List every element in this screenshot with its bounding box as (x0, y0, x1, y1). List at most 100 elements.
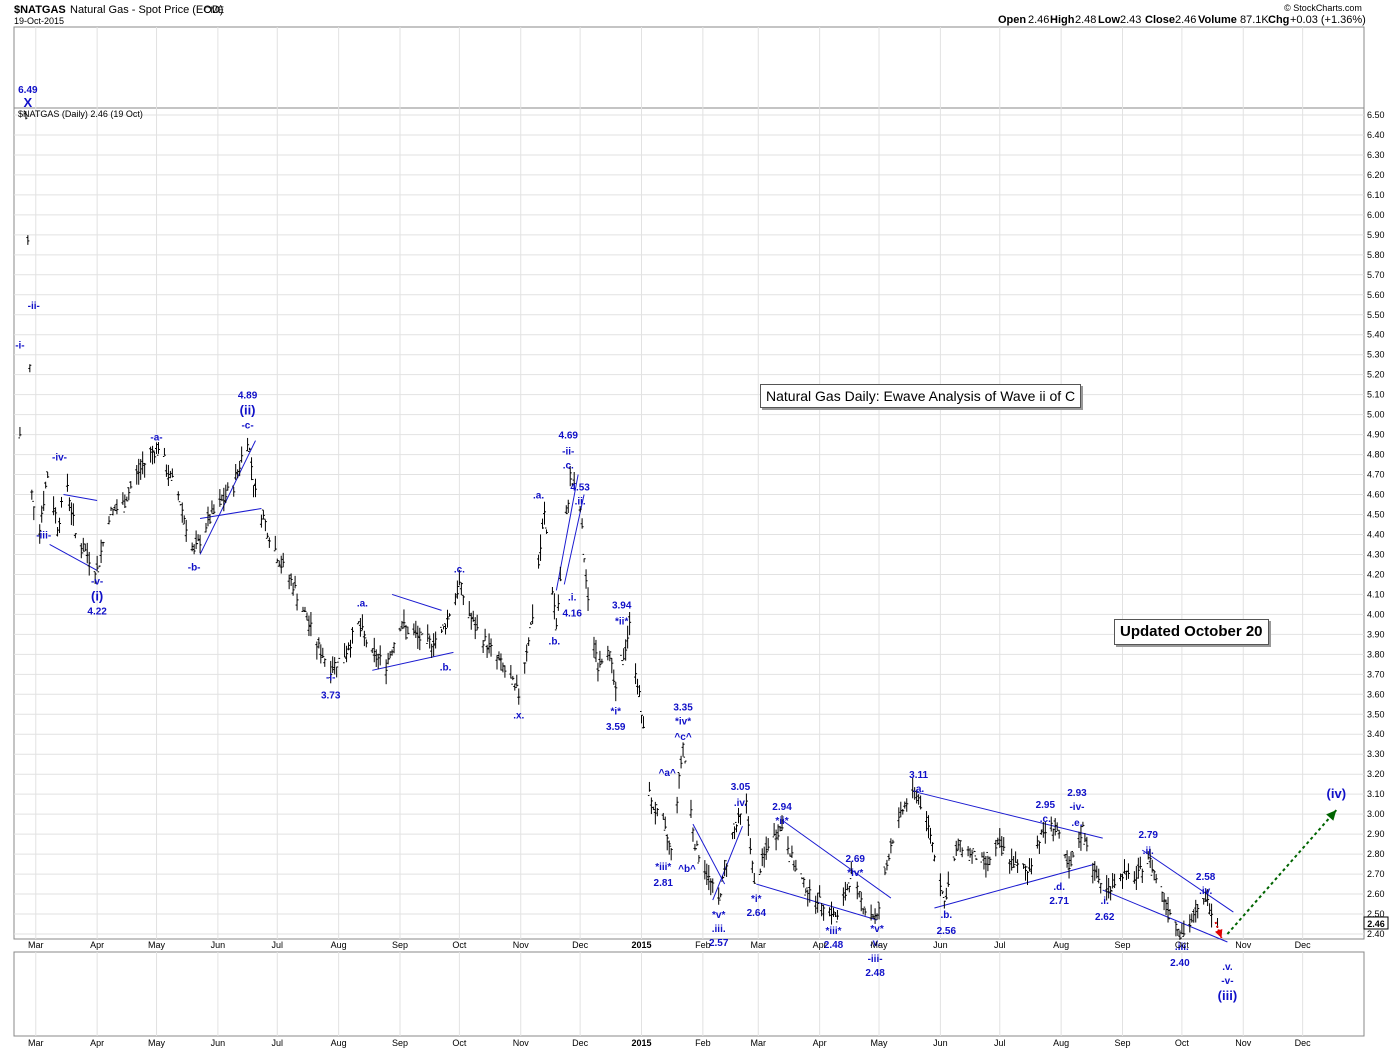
x-tick-label-bottom: Apr (813, 1038, 827, 1048)
price-bar (30, 489, 34, 500)
price-bar (350, 627, 354, 644)
price-bar (871, 914, 875, 919)
price-bar (1152, 869, 1156, 881)
x-tick-label-bottom: Oct (1175, 1038, 1190, 1048)
price-bar (764, 836, 768, 860)
price-bar (402, 609, 406, 629)
price-bar (622, 648, 626, 666)
price-bar (1210, 903, 1214, 928)
price-bar (349, 639, 353, 658)
price-bar (97, 565, 101, 573)
price-bar (111, 508, 115, 516)
price-bar (1024, 864, 1028, 881)
x-tick-label-bottom: Nov (513, 1038, 530, 1048)
x-tick-label-bottom: Jul (272, 1038, 284, 1048)
price-bar (539, 534, 543, 561)
price-bar (697, 855, 701, 864)
price-bar (691, 827, 695, 842)
price-bar (952, 856, 956, 862)
price-bar (833, 912, 837, 918)
x-tick-label-bottom: Oct (452, 1038, 467, 1048)
price-bar (752, 872, 756, 884)
price-bar (212, 504, 216, 515)
price-bar (960, 847, 964, 858)
price-bar (176, 491, 180, 501)
wave-label: *iv* (847, 868, 863, 879)
x-tick-label-bottom: Apr (90, 1038, 104, 1048)
svg-text:2.43: 2.43 (1120, 14, 1141, 26)
wave-label: 4.69 (559, 431, 579, 442)
price-bar (1067, 856, 1071, 879)
wave-label: .c. (454, 564, 465, 575)
price-bar (877, 901, 881, 920)
price-bar (883, 866, 887, 876)
trendline (692, 823, 726, 885)
price-bar (1178, 930, 1182, 940)
price-bar (861, 908, 865, 915)
price-bar (1081, 821, 1085, 828)
price-bar (564, 505, 568, 515)
price-bar (513, 683, 517, 691)
price-bar (855, 881, 859, 900)
last-value-box (1363, 916, 1389, 930)
y-tick-label: 5.10 (1367, 390, 1385, 400)
trendline (1142, 849, 1234, 913)
price-bar (600, 658, 604, 664)
price-bar (358, 617, 362, 637)
wave-label: .i. (1101, 896, 1110, 907)
wave-label: 4.16 (562, 608, 582, 619)
price-bar (675, 796, 679, 814)
price-bar (925, 811, 929, 832)
wave-label: *v* (870, 924, 883, 935)
x-tick-label: Jul (272, 940, 284, 950)
price-bar (259, 514, 263, 528)
price-bar (232, 485, 236, 497)
price-bar (220, 494, 224, 505)
x-tick-label: Dec (572, 940, 589, 950)
price-bar (253, 478, 257, 498)
price-bar (1022, 863, 1026, 869)
price-bar (584, 569, 588, 589)
price-bar (544, 527, 548, 534)
wave-label: *iv* (675, 716, 691, 727)
price-bar (263, 518, 267, 532)
y-tick-label: 3.60 (1367, 689, 1385, 699)
y-tick-label: 2.50 (1367, 909, 1385, 919)
price-bar (295, 593, 299, 611)
price-bar (1164, 899, 1168, 916)
price-bar (166, 464, 170, 486)
price-bar (903, 801, 907, 809)
title-annotation: Natural Gas Daily: Ewave Analysis of Wav… (760, 384, 1082, 408)
price-bar (703, 860, 707, 880)
y-tick-label: 4.60 (1367, 490, 1385, 500)
price-bar (113, 504, 117, 512)
wave-label: ^b^ (678, 864, 696, 875)
wave-label: 2.93 (1067, 788, 1087, 799)
wave-label: .x. (513, 710, 524, 721)
price-bar (1105, 875, 1109, 901)
price-bar (930, 842, 934, 853)
price-bar (816, 892, 820, 913)
price-bar (26, 235, 30, 245)
wave-label: *ii* (615, 616, 628, 627)
price-bar (420, 631, 424, 636)
price-bar (580, 518, 584, 529)
price-bar (859, 891, 863, 912)
price-bar (157, 442, 161, 456)
price-bar (1012, 855, 1016, 868)
price-bar (1174, 921, 1178, 937)
price-bar (151, 445, 155, 465)
price-bar (1126, 863, 1130, 879)
price-bar (180, 502, 184, 523)
y-tick-label: 2.60 (1367, 889, 1385, 899)
x-tick-label: Apr (813, 940, 827, 950)
wave-label: .iv. (734, 798, 747, 809)
price-bar (612, 669, 616, 685)
y-tick-label: 3.40 (1367, 729, 1385, 739)
price-bar (744, 793, 748, 814)
price-bar (168, 470, 172, 479)
price-bar (1055, 822, 1059, 833)
wave-label: 3.35 (673, 702, 693, 713)
x-tick-label-bottom: Dec (1295, 1038, 1312, 1048)
